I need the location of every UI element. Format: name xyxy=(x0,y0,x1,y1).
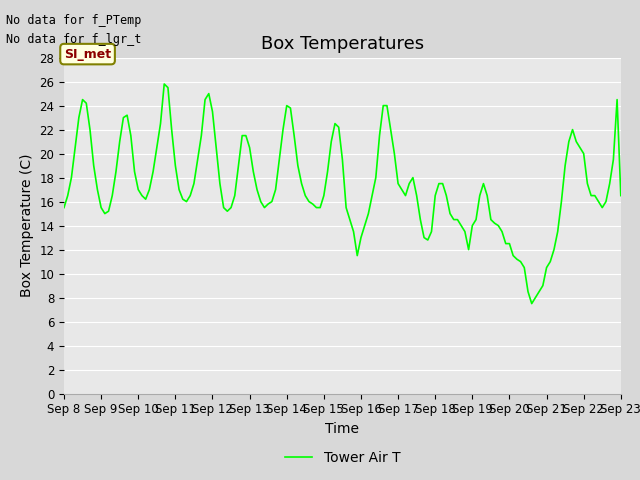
Legend: Tower Air T: Tower Air T xyxy=(279,445,406,471)
Tower Air T xyxy=(617,193,625,199)
Tower Air T xyxy=(161,81,168,87)
Line: Tower Air T: Tower Air T xyxy=(64,84,621,304)
Tower Air T xyxy=(528,300,536,307)
Text: SI_met: SI_met xyxy=(64,48,111,60)
Tower Air T xyxy=(613,97,621,103)
Tower Air T xyxy=(260,205,268,211)
X-axis label: Time: Time xyxy=(325,422,360,436)
Text: No data for f_lgr_t: No data for f_lgr_t xyxy=(6,33,142,46)
Tower Air T xyxy=(60,205,68,211)
Y-axis label: Box Temperature (C): Box Temperature (C) xyxy=(20,154,34,297)
Text: No data for f_PTemp: No data for f_PTemp xyxy=(6,14,142,27)
Tower Air T xyxy=(454,217,461,223)
Tower Air T xyxy=(417,217,424,223)
Title: Box Temperatures: Box Temperatures xyxy=(261,35,424,53)
Tower Air T xyxy=(335,124,342,130)
Tower Air T xyxy=(402,193,410,199)
